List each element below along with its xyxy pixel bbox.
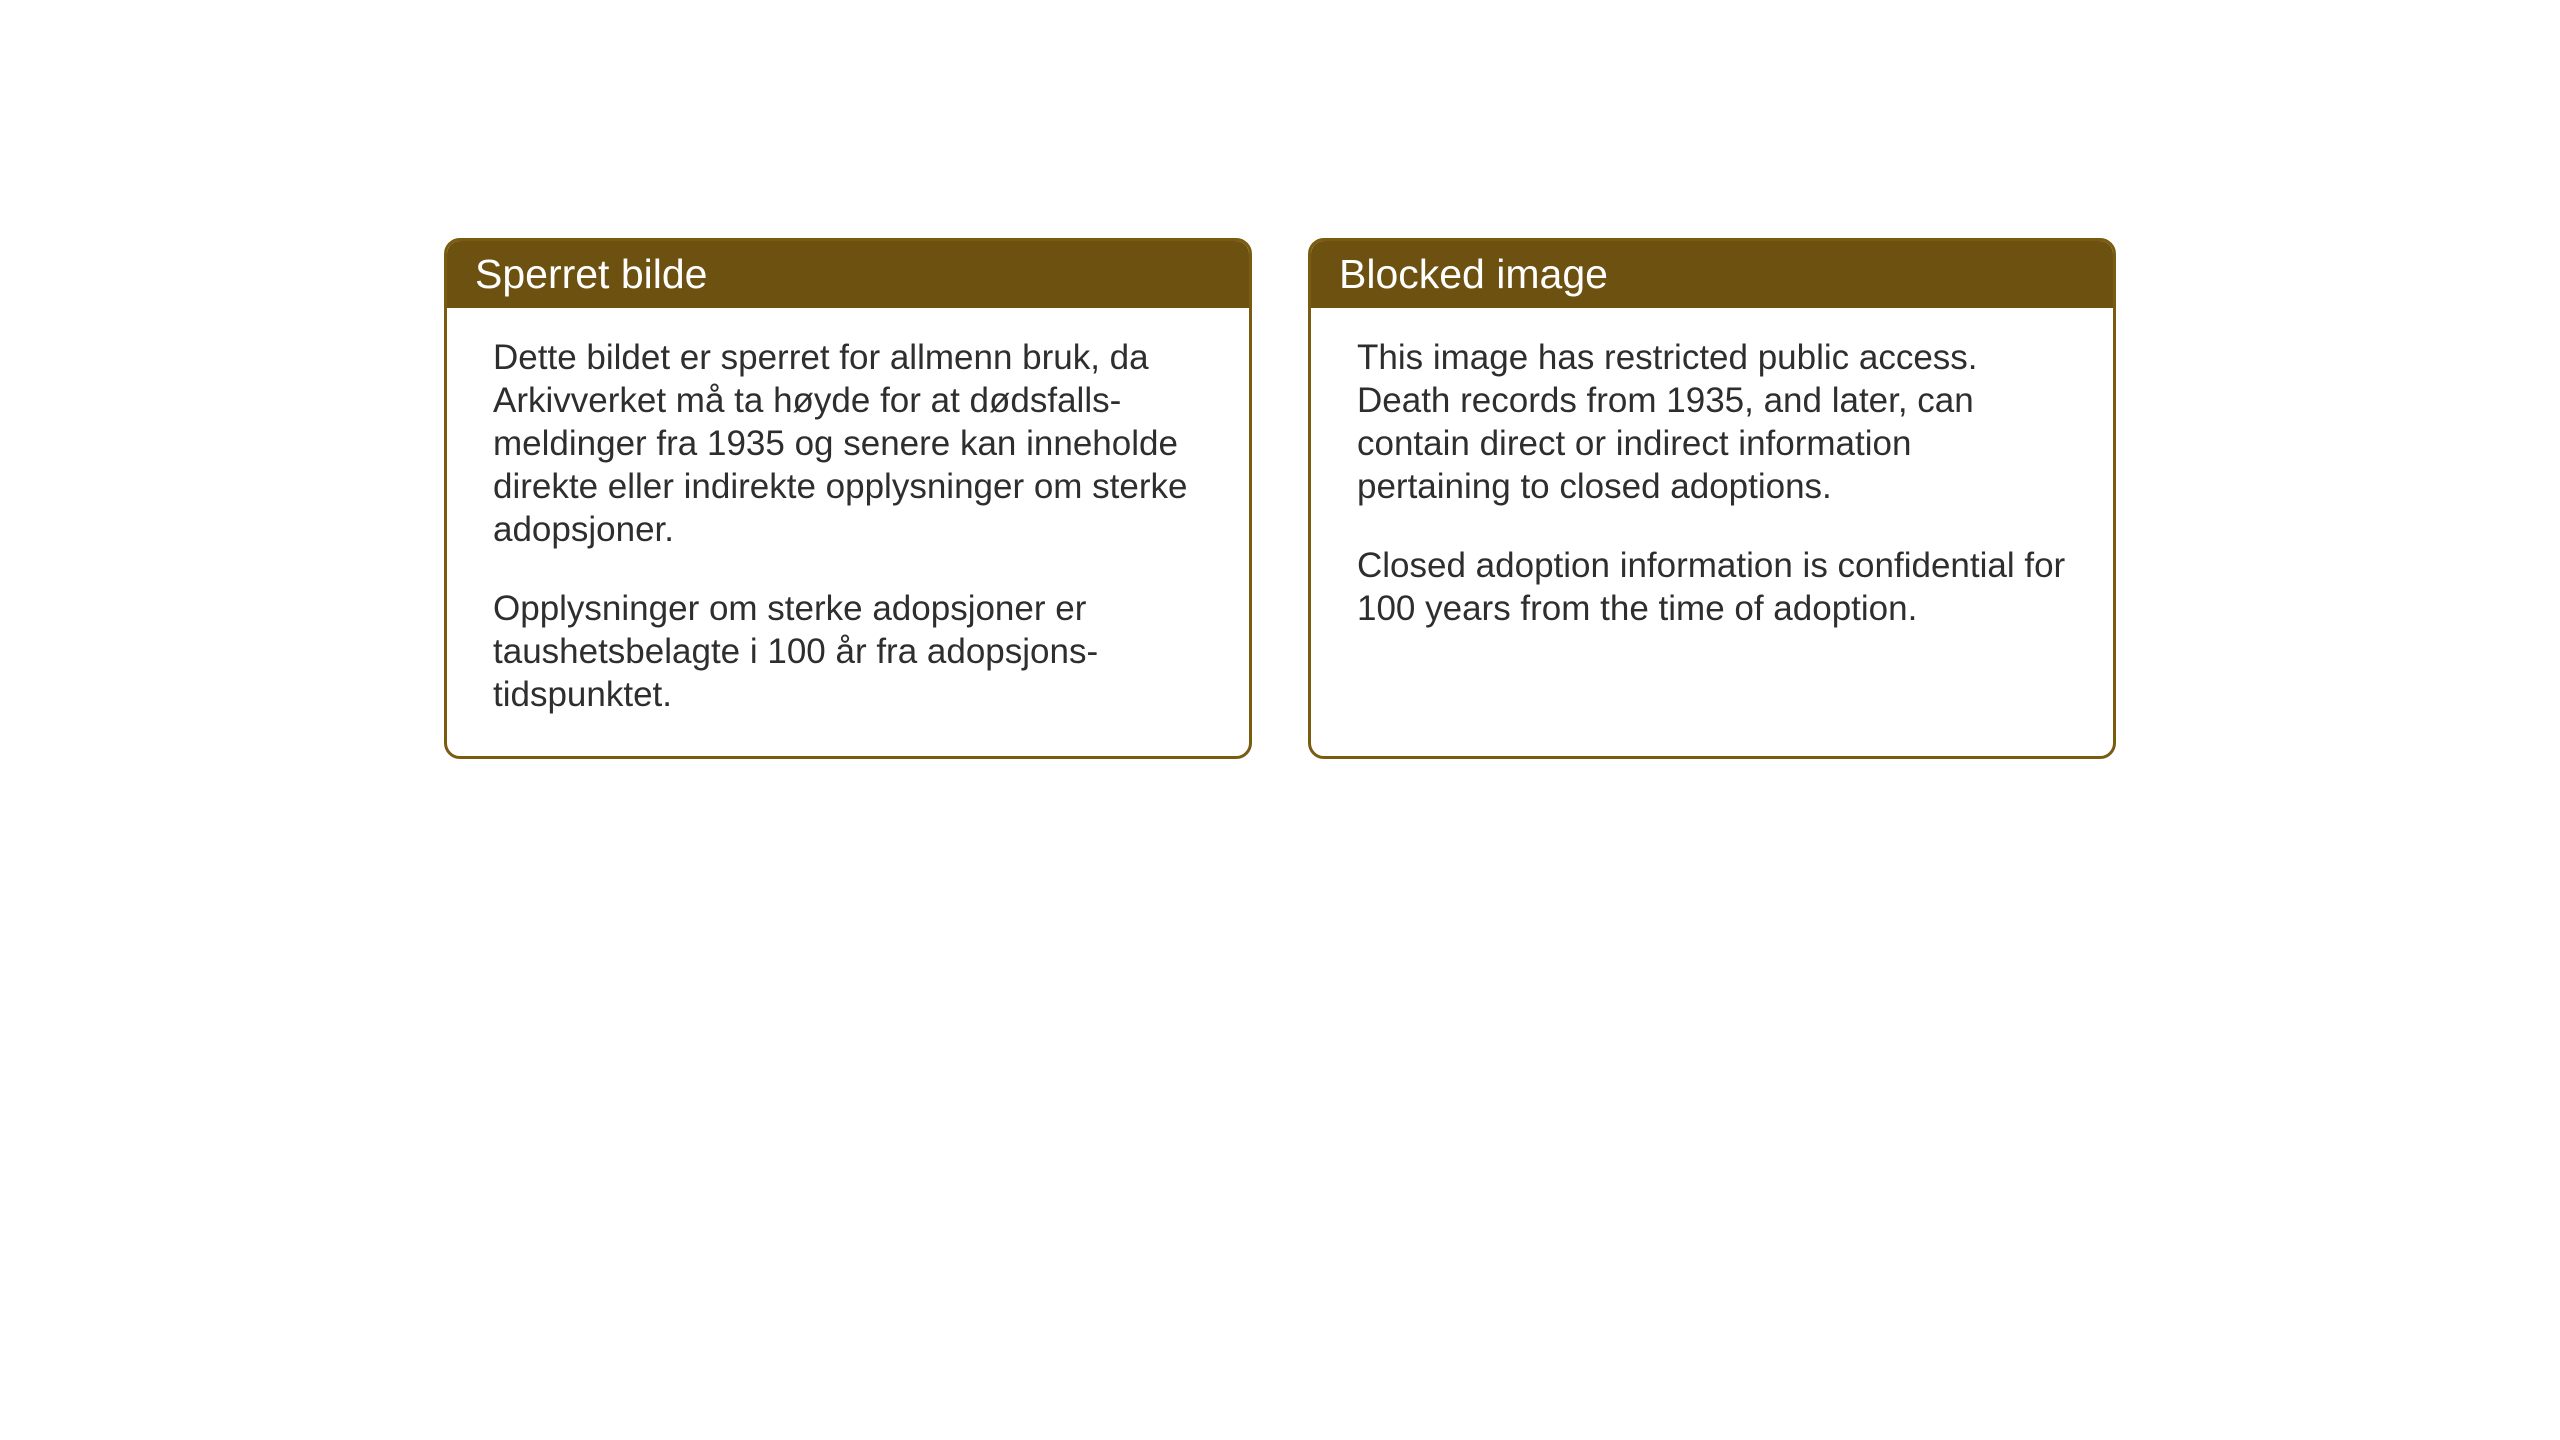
english-card-body: This image has restricted public access.… (1311, 308, 2113, 670)
english-notice-card: Blocked image This image has restricted … (1308, 238, 2116, 759)
norwegian-card-body: Dette bildet er sperret for allmenn bruk… (447, 308, 1249, 756)
english-paragraph-1: This image has restricted public access.… (1357, 336, 2067, 508)
norwegian-paragraph-2: Opplysninger om sterke adopsjoner er tau… (493, 587, 1203, 716)
norwegian-card-title: Sperret bilde (447, 241, 1249, 308)
notice-container: Sperret bilde Dette bildet er sperret fo… (444, 238, 2116, 759)
english-paragraph-2: Closed adoption information is confident… (1357, 544, 2067, 630)
english-card-title: Blocked image (1311, 241, 2113, 308)
norwegian-notice-card: Sperret bilde Dette bildet er sperret fo… (444, 238, 1252, 759)
norwegian-paragraph-1: Dette bildet er sperret for allmenn bruk… (493, 336, 1203, 551)
